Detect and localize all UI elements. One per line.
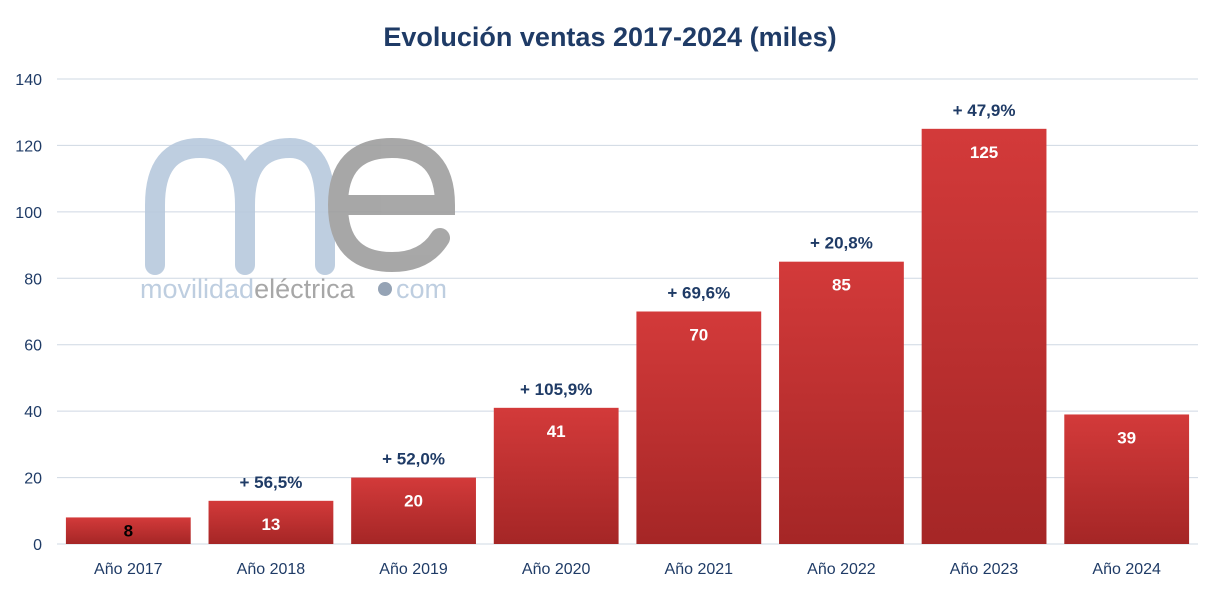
watermark-logo: movilidadeléctrica com (140, 137, 456, 304)
x-tick-label: Año 2021 (665, 561, 734, 578)
x-tick-label: Año 2017 (94, 561, 163, 578)
x-tick-label: Año 2019 (379, 561, 448, 578)
y-tick-label: 0 (33, 537, 42, 554)
y-tick-label: 120 (15, 138, 42, 155)
x-tick-label: Año 2023 (950, 561, 1019, 578)
bar-value-label: 13 (261, 515, 280, 534)
bar-value-label: 39 (1117, 428, 1136, 447)
chart-title: Evolución ventas 2017-2024 (miles) (383, 22, 836, 52)
y-tick-label: 80 (24, 271, 42, 288)
y-tick-label: 20 (24, 471, 42, 488)
bar-value-label: 125 (970, 143, 998, 162)
watermark-domain: com (396, 274, 447, 304)
bar (208, 500, 334, 544)
bar (65, 517, 191, 544)
bar (1064, 414, 1190, 544)
bar (921, 128, 1047, 545)
watermark-text: movilidadeléctrica (140, 274, 356, 304)
bar-value-label: 20 (404, 492, 423, 511)
bars: 8 13 + 56,5% 20 + 52,0% 41 + 105,9% 70 + 69,6% 85… (65, 101, 1190, 545)
bar (493, 407, 619, 544)
growth-label: + 69,6% (667, 284, 730, 303)
x-tick-label: Año 2018 (237, 561, 306, 578)
growth-label: + 52,0% (382, 450, 445, 469)
growth-label: + 56,5% (240, 473, 303, 492)
bar (636, 311, 762, 544)
y-axis-ticks: 0 20 40 60 80 100 120 140 (15, 72, 42, 554)
growth-label: + 47,9% (953, 101, 1016, 120)
bar-value-label: 8 (124, 522, 133, 541)
y-tick-label: 40 (24, 404, 42, 421)
x-tick-label: Año 2022 (807, 561, 876, 578)
y-tick-label: 140 (15, 72, 42, 89)
x-tick-label: Año 2020 (522, 561, 591, 578)
watermark-e-glyph (327, 137, 456, 273)
bar (351, 477, 476, 544)
x-axis-ticks: Año 2017 Año 2018 Año 2019 Año 2020 Año 2021… (94, 561, 1161, 578)
watermark-dot-icon (378, 282, 392, 296)
x-tick-label: Año 2024 (1092, 561, 1161, 578)
y-tick-label: 100 (15, 205, 42, 222)
growth-label: + 105,9% (520, 380, 592, 399)
bar-value-label: 41 (547, 422, 566, 441)
bar-value-label: 85 (832, 276, 851, 295)
watermark-m-glyph (145, 137, 335, 275)
bar (779, 261, 904, 544)
y-tick-label: 60 (24, 338, 42, 355)
growth-label: + 20,8% (810, 234, 873, 253)
bar-value-label: 70 (689, 326, 708, 345)
